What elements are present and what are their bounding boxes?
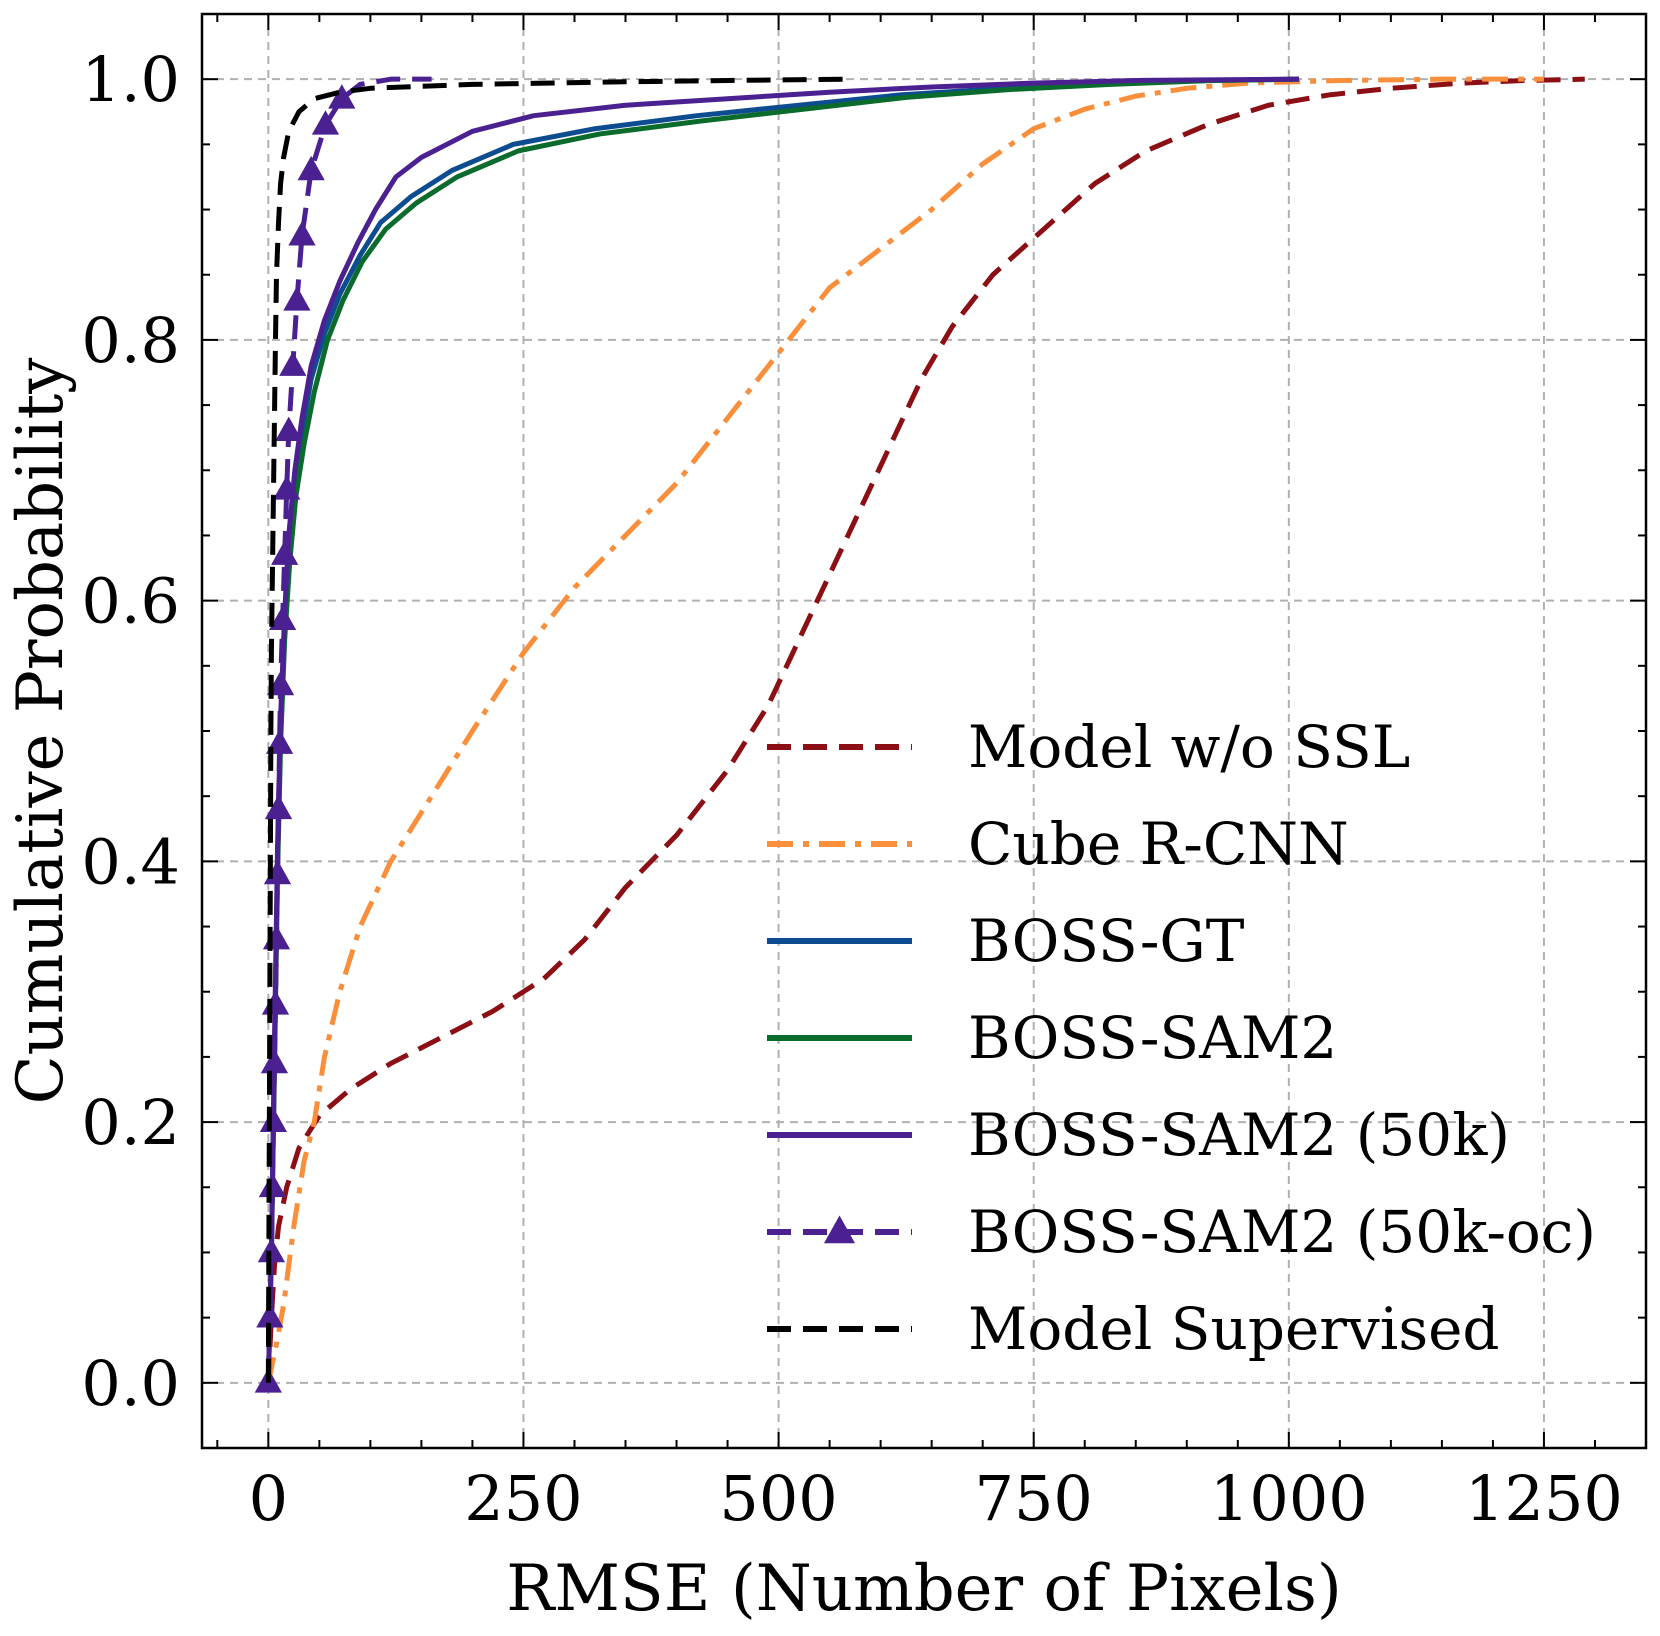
legend-label: Cube R-CNN (968, 810, 1349, 878)
series-marker (257, 1237, 286, 1263)
series-marker (260, 1048, 289, 1074)
series-marker (288, 221, 316, 246)
legend-marker (823, 1215, 856, 1244)
series-marker (259, 1107, 288, 1132)
y-tick-label: 0.2 (81, 1086, 180, 1159)
legend-entry: BOSS-GT (767, 907, 1245, 975)
y-tick-label: 0.8 (81, 304, 180, 377)
series-0 (265, 76, 1585, 1383)
legend-label: BOSS-SAM2 (50k-oc) (968, 1198, 1596, 1266)
series-1 (265, 76, 1544, 1384)
legend-entry: BOSS-SAM2 (767, 1004, 1337, 1072)
y-tick-label: 0.4 (81, 825, 180, 898)
series-6 (265, 76, 851, 1383)
series-marker (297, 155, 325, 181)
series-line (265, 76, 1544, 1384)
series-marker (275, 416, 303, 442)
series-line (265, 76, 1585, 1383)
x-tick-label: 1250 (1465, 1462, 1623, 1535)
series-marker (271, 540, 299, 565)
legend-entry: BOSS-SAM2 (50k-oc) (767, 1198, 1596, 1266)
series-marker (279, 351, 307, 376)
series-marker (266, 670, 295, 696)
series-marker (265, 729, 294, 754)
series-marker (261, 990, 290, 1015)
legend-entry: Model Supervised (767, 1295, 1500, 1363)
x-tick-label: 500 (719, 1462, 837, 1535)
legend-label: BOSS-GT (968, 907, 1245, 975)
series-marker (264, 794, 293, 820)
series-marker (311, 110, 340, 135)
series-marker (283, 286, 311, 311)
x-tick-label: 1000 (1210, 1462, 1368, 1535)
series-5 (254, 76, 432, 1393)
legend-entry: Model w/o SSL (767, 713, 1410, 781)
y-axis-title: Cumulative Probability (4, 358, 78, 1105)
y-tick-label: 0.6 (81, 565, 180, 638)
series-group (254, 76, 1585, 1393)
legend-label: BOSS-SAM2 (50k) (968, 1101, 1510, 1169)
legend-entry: BOSS-SAM2 (50k) (767, 1101, 1510, 1169)
legend-label: Model Supervised (968, 1295, 1500, 1363)
x-tick-labels: 0 250 500 750 1000 1250 (249, 1462, 1623, 1535)
series-marker (268, 605, 297, 631)
y-tick-labels: 0.0 0.2 0.4 0.6 0.8 1.0 (81, 43, 180, 1420)
series-marker (328, 84, 356, 109)
legend-label: BOSS-SAM2 (968, 1004, 1337, 1072)
x-tick-label: 250 (464, 1462, 582, 1535)
x-tick-label: 750 (975, 1462, 1093, 1535)
legend-entry: Cube R-CNN (767, 810, 1349, 878)
y-tick-label: 0.0 (81, 1347, 180, 1420)
legend: Model w/o SSL Cube R-CNN BOSS-GT BOSS-SAM2 B… (767, 713, 1596, 1363)
y-tick-label: 1.0 (81, 43, 180, 116)
axis-ticks (202, 13, 1646, 1449)
x-tick-label: 0 (249, 1462, 288, 1535)
x-axis-title: RMSE (Number of Pixels) (506, 1552, 1342, 1626)
legend-label: Model w/o SSL (968, 713, 1410, 781)
series-marker (258, 1172, 287, 1198)
grid (202, 14, 1646, 1448)
series-marker (273, 475, 301, 500)
series-line (265, 76, 851, 1383)
